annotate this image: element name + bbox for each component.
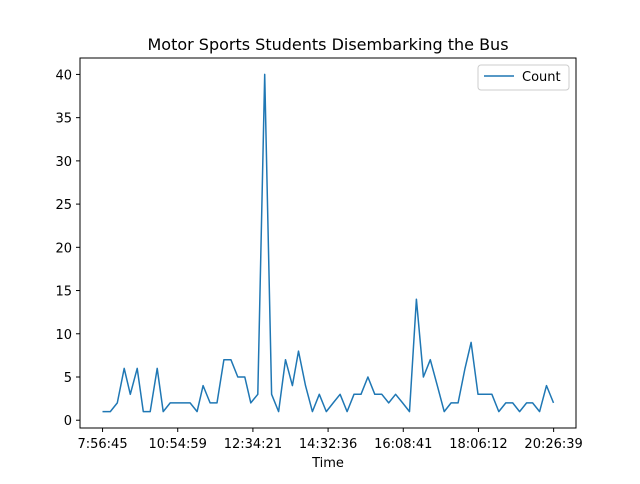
x-tick-label: 14:32:36 bbox=[299, 437, 357, 452]
y-tick-label: 40 bbox=[55, 68, 72, 83]
x-axis-ticks: 7:56:45 10:54:59 12:34:21 14:32:36 16:08:41 1… bbox=[77, 428, 583, 452]
y-tick-label: 20 bbox=[55, 241, 72, 256]
y-tick-label: 10 bbox=[55, 328, 72, 343]
legend-label-count: Count bbox=[522, 70, 561, 85]
y-tick-label: 5 bbox=[64, 371, 72, 386]
x-tick-label: 12:34:21 bbox=[224, 437, 282, 452]
x-axis-label: Time bbox=[311, 456, 344, 471]
y-tick-label: 0 bbox=[64, 414, 72, 429]
x-tick-label: 7:56:45 bbox=[77, 437, 127, 452]
y-axis-ticks: 0 5 10 15 20 25 30 35 40 bbox=[55, 68, 80, 429]
y-tick-label: 30 bbox=[55, 155, 72, 170]
y-tick-label: 35 bbox=[55, 112, 72, 127]
x-tick-label: 18:06:12 bbox=[449, 437, 507, 452]
y-tick-label: 15 bbox=[55, 285, 72, 300]
x-tick-label: 10:54:59 bbox=[149, 437, 207, 452]
legend: Count bbox=[477, 64, 570, 91]
legend-frame bbox=[477, 64, 570, 91]
x-tick-label: 16:08:41 bbox=[374, 437, 432, 452]
y-tick-label: 25 bbox=[55, 198, 72, 213]
chart-title: Motor Sports Students Disembarking the B… bbox=[147, 35, 508, 54]
plot-frame bbox=[79, 57, 577, 429]
x-tick-label: 20:26:39 bbox=[524, 437, 582, 452]
series-line-count bbox=[102, 73, 555, 413]
